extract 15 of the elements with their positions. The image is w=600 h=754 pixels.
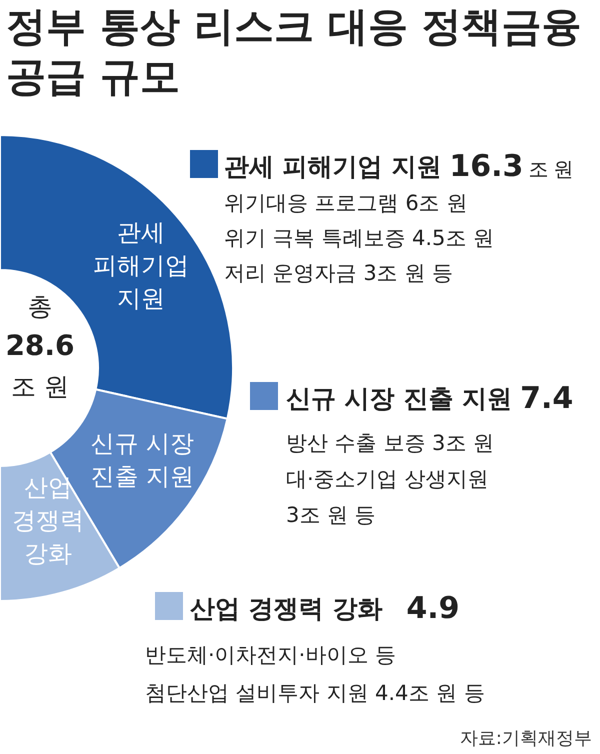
legend-label: 산업 경쟁력 강화	[190, 594, 382, 623]
data-label: 7.4	[520, 381, 574, 416]
text: 방산 수출 보증 3조 원 대·중소기업 상생지원 3조 원 등	[286, 431, 494, 527]
data-label: 4.9	[406, 591, 460, 626]
data-label: 16.3 조 원	[449, 149, 574, 184]
slice-label: 신규 시장 진출 지원	[90, 429, 194, 490]
legend-label: 신규 시장 진출 지원	[286, 384, 512, 413]
chart-title: 정부 통상 리스크 대응 정책금융 공급 규모	[6, 4, 582, 100]
slice-label: 산업 경쟁력 강화	[12, 474, 84, 568]
text: 위기대응 프로그램 6조 원 위기 극복 특례보증 4.5조 원 저리 운영자금 3조 원 등	[224, 191, 494, 285]
slice-label: 관세 피해기업 지원	[93, 218, 190, 313]
text: 자료:기획재정부	[460, 728, 592, 749]
text: 총 28.6 조 원	[5, 292, 75, 401]
legend-label: 관세 피해기업 지원	[224, 152, 442, 181]
text: 반도체·이차전지·바이오 등 첨단산업 설비투자 지원 4.4조 원 등	[145, 643, 485, 705]
